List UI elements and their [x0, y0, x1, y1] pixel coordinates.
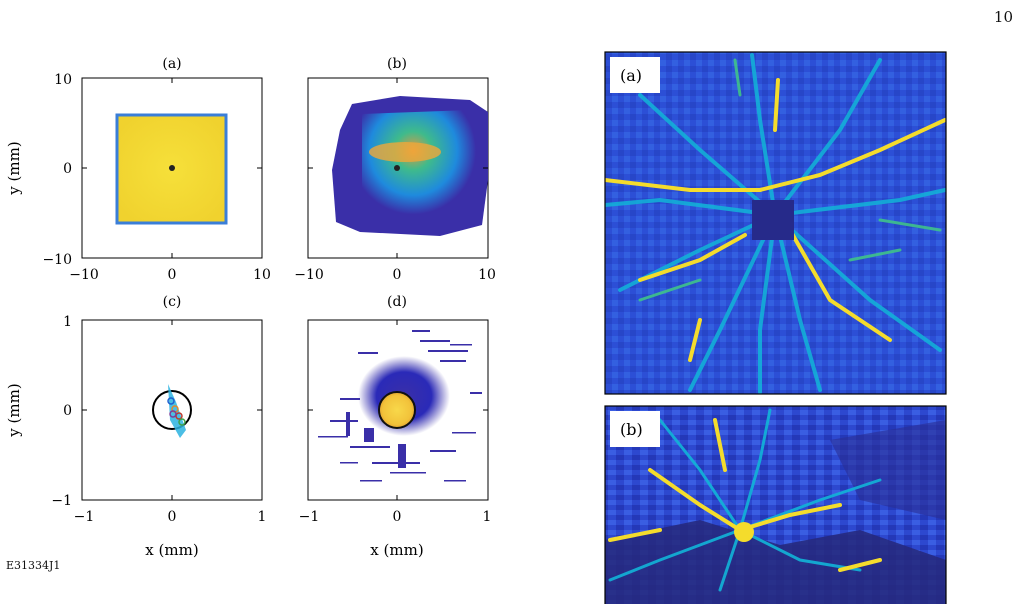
y-axis-label-top: y (mm) — [5, 141, 23, 195]
panel-a-xtick-left: −10 — [69, 267, 99, 283]
panel-b-xtick-right: 10 — [478, 267, 496, 283]
right-b-label-box — [610, 411, 660, 447]
page-number: 10 — [993, 8, 1013, 26]
panel-b-xtick-mid: 0 — [393, 267, 402, 283]
panel-d-xtick-right: 1 — [483, 509, 492, 525]
panel-a-square-beam — [115, 113, 228, 225]
x-axis-label-right: x (mm) — [370, 541, 423, 559]
figure-id: E31334J1 — [6, 559, 61, 572]
y-axis-label-bottom: y (mm) — [5, 383, 23, 437]
right-b-label: (b) — [620, 420, 643, 439]
panel-a: (a) 10 0 −10 −10 0 10 — [42, 56, 270, 283]
right-a-label: (a) — [620, 66, 642, 85]
panel-a-center-dot — [169, 165, 175, 171]
right-a-filaments — [605, 53, 946, 394]
right-panel-b: (b) — [604, 405, 947, 604]
panel-c-ytick-top: 1 — [63, 314, 72, 330]
panel-d-xtick-left: −1 — [299, 509, 320, 525]
panel-c-xtick-right: 1 — [258, 509, 267, 525]
x-axis-label-left: x (mm) — [145, 541, 198, 559]
right-a-frame — [604, 51, 947, 395]
panel-c: (c) 1 0 −1 −1 0 1 — [51, 294, 266, 525]
panel-a-xtick-right: 10 — [253, 267, 271, 283]
panel-c-ytick-bot: −1 — [51, 493, 72, 509]
panel-d-xtick-mid: 0 — [393, 509, 402, 525]
panel-a-xtick-mid: 0 — [168, 267, 177, 283]
panel-b-center-dot — [394, 165, 400, 171]
panel-c-xtick-left: −1 — [74, 509, 95, 525]
panel-d-core-spot — [378, 391, 416, 429]
panel-a-ytick-mid: 0 — [63, 161, 72, 177]
panel-c-xtick-mid: 0 — [168, 509, 177, 525]
panel-c-target-circle — [152, 390, 192, 430]
right-b-filaments — [605, 408, 946, 604]
panel-b-hotspot — [369, 142, 441, 162]
panel-a-label: (a) — [162, 56, 181, 72]
panel-b-label: (b) — [387, 56, 407, 72]
panel-c-ytick-mid: 0 — [63, 403, 72, 419]
right-a-dark-core — [752, 200, 794, 240]
panel-b: (b) −10 0 10 — [294, 56, 496, 283]
right-a-label-box — [610, 57, 660, 93]
panel-d: (d) −1 0 1 — [299, 294, 492, 525]
panel-b-core — [362, 110, 476, 226]
panel-b-xtick-left: −10 — [294, 267, 324, 283]
panel-a-ytick-bot: −10 — [42, 252, 72, 268]
panel-c-label: (c) — [163, 294, 182, 310]
right-b-frame — [604, 405, 947, 604]
panel-a-ytick-top: 10 — [54, 72, 72, 88]
panel-d-label: (d) — [387, 294, 407, 310]
right-panel-a: (a) — [604, 51, 947, 395]
